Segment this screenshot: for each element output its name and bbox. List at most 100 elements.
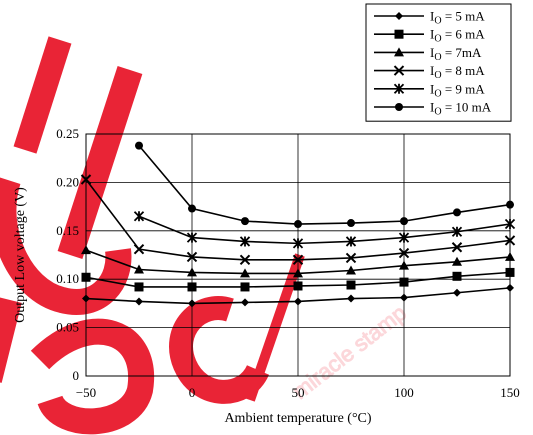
x-tick-label: 150 bbox=[500, 385, 520, 400]
data-point-diamond bbox=[506, 283, 514, 292]
data-point-triangle bbox=[346, 265, 356, 275]
data-point-circle bbox=[395, 103, 403, 111]
data-point-circle bbox=[294, 220, 302, 229]
legend-item: IO = 6 mA bbox=[374, 27, 485, 45]
legend-box bbox=[365, 3, 512, 122]
data-point-x bbox=[345, 252, 357, 264]
data-point-triangle bbox=[293, 268, 303, 278]
legend-item: IO = 9 mA bbox=[374, 81, 485, 99]
data-point-circle bbox=[400, 217, 408, 226]
data-point-square bbox=[293, 281, 303, 291]
data-point-x bbox=[80, 174, 92, 185]
data-point-triangle bbox=[187, 267, 197, 277]
data-point-diamond bbox=[395, 12, 403, 20]
y-tick-label: 0 bbox=[73, 368, 80, 383]
series-5 bbox=[133, 211, 516, 249]
legend-item: IO = 5 mA bbox=[374, 9, 485, 27]
series-2 bbox=[81, 267, 515, 292]
data-point-square bbox=[452, 271, 462, 281]
x-axis-label: Ambient temperature (°C) bbox=[224, 411, 371, 426]
data-point-asterisk bbox=[398, 232, 410, 243]
data-point-triangle bbox=[399, 260, 409, 270]
watermark-stroke bbox=[13, 36, 72, 154]
data-point-diamond bbox=[135, 297, 143, 306]
watermark-stroke bbox=[30, 318, 155, 435]
data-point-x bbox=[504, 235, 516, 246]
watermark-stroke bbox=[0, 297, 22, 383]
series-line bbox=[138, 145, 511, 225]
watermark-text: miracle stamp bbox=[288, 300, 411, 404]
data-point-triangle bbox=[240, 268, 250, 278]
x-tick-label: −50 bbox=[76, 385, 96, 400]
data-point-diamond bbox=[453, 288, 461, 297]
data-point-asterisk bbox=[292, 238, 304, 249]
data-point-triangle bbox=[81, 245, 91, 255]
data-point-diamond bbox=[188, 299, 196, 308]
y-tick-label: 0.25 bbox=[56, 126, 79, 141]
data-point-x bbox=[292, 254, 304, 266]
data-point-asterisk bbox=[239, 236, 251, 247]
x-tick-labels: −50 0 50 100 150 bbox=[76, 385, 520, 400]
data-point-square bbox=[505, 267, 515, 277]
series-layer bbox=[80, 141, 516, 308]
watermark-stroke bbox=[57, 65, 143, 260]
data-point-x bbox=[451, 242, 463, 253]
series-6 bbox=[135, 141, 514, 229]
watermark-stroke bbox=[169, 296, 270, 404]
data-point-asterisk bbox=[451, 226, 463, 237]
data-point-triangle bbox=[394, 47, 404, 57]
data-point-diamond bbox=[400, 293, 408, 302]
data-point-x bbox=[186, 251, 198, 263]
data-point-square bbox=[399, 277, 409, 287]
data-point-asterisk bbox=[393, 83, 405, 94]
legend-label: IO = 7mA bbox=[430, 45, 482, 63]
data-point-square bbox=[187, 282, 197, 292]
data-point-triangle bbox=[505, 251, 515, 261]
y-tick-label: 0.20 bbox=[56, 174, 79, 189]
x-tick-label: 0 bbox=[189, 385, 196, 400]
data-point-asterisk bbox=[345, 236, 357, 247]
y-tick-label: 0.15 bbox=[56, 223, 79, 238]
data-point-x bbox=[239, 254, 251, 266]
series-3 bbox=[81, 245, 515, 278]
legend-label: IO = 5 mA bbox=[430, 9, 485, 27]
data-point-asterisk bbox=[133, 211, 145, 222]
data-point-circle bbox=[347, 219, 355, 228]
data-point-asterisk bbox=[504, 218, 516, 230]
data-point-square bbox=[81, 272, 91, 282]
legend-label: IO = 8 mA bbox=[430, 63, 485, 81]
data-point-circle bbox=[453, 208, 461, 217]
data-point-square bbox=[346, 280, 356, 290]
data-point-circle bbox=[188, 204, 196, 213]
y-axis-label: Output Low voltage (V) bbox=[13, 187, 28, 323]
data-point-diamond bbox=[294, 297, 302, 306]
plot-area: 0 0.05 0.10 0.15 0.20 0.25 −50 0 50 100 150 bbox=[56, 126, 520, 400]
legend-label: IO = 10 mA bbox=[430, 100, 492, 118]
series-line bbox=[138, 215, 511, 245]
y-tick-label: 0.10 bbox=[56, 271, 79, 286]
data-point-square bbox=[134, 282, 144, 292]
legend-item: IO = 7mA bbox=[374, 45, 482, 63]
grid-lines bbox=[85, 133, 511, 377]
watermark-stroke bbox=[0, 177, 132, 315]
legend-item: IO = 10 mA bbox=[374, 100, 492, 118]
x-tick-label: 100 bbox=[394, 385, 414, 400]
legend-label: IO = 6 mA bbox=[430, 27, 485, 45]
data-point-x bbox=[398, 247, 410, 259]
data-point-x bbox=[133, 243, 145, 255]
data-point-asterisk bbox=[186, 232, 198, 243]
data-point-diamond bbox=[241, 298, 249, 307]
legend-label: IO = 9 mA bbox=[430, 81, 485, 99]
y-tick-labels: 0 0.05 0.10 0.15 0.20 0.25 bbox=[56, 126, 79, 383]
data-point-circle bbox=[135, 141, 143, 150]
data-point-triangle bbox=[134, 264, 144, 274]
data-point-x bbox=[393, 65, 405, 76]
data-point-diamond bbox=[347, 294, 355, 303]
series-1 bbox=[82, 283, 514, 308]
y-tick-label: 0.05 bbox=[56, 320, 79, 335]
data-point-square bbox=[394, 29, 404, 39]
series-4 bbox=[80, 174, 516, 266]
